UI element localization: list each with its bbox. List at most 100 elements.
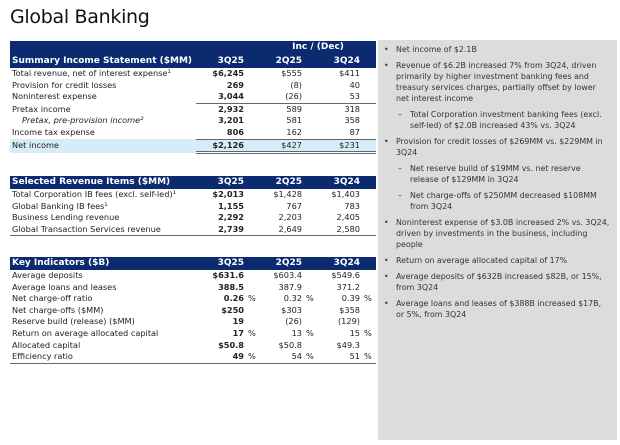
cell-value: 783 — [344, 200, 360, 211]
cell-value: (8) — [290, 79, 303, 90]
table-row: Allocated capital $50.8 $50.8 $49.3 — [10, 340, 376, 352]
cell-value: 1,155 — [218, 200, 244, 211]
bullet-item: Noninterest expense of $3.0B increased 2… — [378, 217, 617, 250]
column-header: 3Q25 — [196, 55, 246, 68]
cell-value: $427 — [260, 138, 305, 155]
bullet-item: Net charge-offs of $250MM decreased $108… — [378, 190, 617, 212]
cell-value: $1,403 — [331, 189, 360, 199]
cell-value: 2,405 — [336, 212, 360, 223]
column-header: 3Q24 — [318, 55, 363, 68]
table-row: Net charge-offs ($MM) $250 $303 $358 — [10, 305, 376, 317]
cell-value: $231 — [318, 138, 363, 155]
bullet-item: Net income of $2.1B — [378, 44, 617, 55]
unit-label — [362, 270, 376, 282]
cell-value: 3,044 — [218, 91, 244, 102]
table-row: Global Transaction Services revenue 2,739… — [10, 223, 376, 237]
row-label: Net charge-off ratio — [12, 293, 93, 304]
table-row: Net income $2,126 $427 $231 — [10, 138, 377, 155]
bullet-item: Total Corporation investment banking fee… — [378, 109, 617, 131]
cell-value: 318 — [318, 102, 363, 116]
cell-value: 269 — [226, 79, 244, 90]
column-header: 2Q25 — [260, 176, 304, 189]
highlights-panel: Net income of $2.1B Revenue of $6.2B incr… — [378, 40, 617, 440]
unit-label — [304, 316, 318, 328]
cell-value: 2,649 — [260, 223, 304, 237]
cell-value: 806 — [226, 126, 244, 137]
row-label: Income tax expense — [12, 127, 95, 138]
cell-value: $6,245 — [212, 68, 244, 78]
unit-label — [304, 340, 318, 352]
row-label: Business Lending revenue — [12, 212, 120, 223]
unit-label — [246, 316, 260, 328]
row-label: Global Transaction Services revenue — [10, 223, 196, 237]
cell-value: 19 — [232, 316, 244, 327]
cell-value: 40 — [349, 79, 361, 90]
cell-value: 358 — [344, 115, 361, 126]
revenue-items-table: Selected Revenue Items ($MM) 3Q25 2Q25 3… — [10, 176, 376, 237]
cell-value: (26) — [285, 316, 302, 327]
column-header: 3Q24 — [318, 176, 362, 189]
indicators-header-row: Key Indicators ($B) 3Q25 2Q25 3Q24 — [10, 257, 376, 270]
cell-value: 371.2 — [336, 281, 360, 292]
cell-value: 0.39 — [341, 293, 360, 304]
column-header: 3Q24 — [318, 257, 362, 270]
table-row: Global Banking IB fees¹ 1,155 767 783 — [10, 201, 376, 213]
cell-value: $2,126 — [196, 138, 246, 155]
unit-label — [246, 305, 260, 317]
unit-label — [362, 340, 376, 352]
column-header: 3Q25 — [196, 176, 246, 189]
table-row: Provision for credit losses 269 (8) 40 — [10, 80, 376, 92]
row-label: Average loans and leases — [12, 281, 117, 292]
bullet-item: Revenue of $6.2B increased 7% from 3Q24,… — [378, 60, 617, 104]
table-row: Pretax income 2,932 589 318 — [10, 102, 377, 116]
cell-value: $555 — [281, 68, 303, 78]
cell-value: $549.6 — [331, 270, 360, 280]
row-label: Total revenue, net of interest expense¹ — [12, 68, 171, 78]
cell-value: $50.8 — [278, 339, 302, 350]
table-row: Average loans and leases 388.5 387.9 371.2 — [10, 282, 376, 294]
table-row: Reserve build (release) ($MM) 19 (26) (129) — [10, 316, 376, 328]
cell-value: 2,932 — [196, 102, 246, 116]
cell-value: $303 — [281, 304, 302, 315]
unit-label: % — [364, 293, 372, 304]
revenue-header-row: Selected Revenue Items ($MM) 3Q25 2Q25 3… — [10, 176, 376, 189]
cell-value: 387.9 — [278, 281, 302, 292]
table-row: Average deposits $631.6 $603.4 $549.6 — [10, 270, 376, 282]
cell-value: 2,739 — [196, 223, 246, 237]
unit-label — [246, 340, 260, 352]
column-header: 3Q25 — [196, 257, 246, 270]
cell-value: $2,013 — [212, 189, 244, 199]
cell-value: 49 — [196, 351, 246, 364]
cell-value: 388.5 — [218, 281, 244, 292]
unit-label — [304, 270, 318, 282]
unit-label: % — [306, 327, 314, 338]
key-indicators-table: Key Indicators ($B) 3Q25 2Q25 3Q24 Avera… — [10, 257, 376, 364]
unit-label — [362, 305, 376, 317]
unit-label — [304, 282, 318, 294]
cell-value: (26) — [285, 91, 303, 102]
cell-value: $358 — [339, 304, 360, 315]
cell-value: 54 — [260, 351, 304, 364]
table-row: Income tax expense 806 162 87 — [10, 127, 376, 139]
cell-value: 2,292 — [218, 212, 244, 223]
cell-value: 53 — [349, 91, 361, 102]
row-label: Allocated capital — [12, 339, 81, 350]
cell-value: 581 — [286, 115, 303, 126]
cell-value: 162 — [286, 126, 303, 137]
table-row: Business Lending revenue 2,292 2,203 2,405 — [10, 212, 376, 224]
cell-value: $411 — [339, 68, 361, 78]
unit-label: % — [248, 327, 256, 338]
table-row: Total revenue, net of interest expense¹ $… — [10, 68, 376, 80]
table-row: Net charge-off ratio 0.26% 0.32% 0.39% — [10, 293, 376, 305]
row-label: Return on average allocated capital — [12, 327, 159, 338]
table-row: Pretax, pre-provision income² 3,201 581 358 — [10, 115, 376, 127]
bullet-item: Net reserve build of $19MM vs. net reser… — [378, 163, 617, 185]
unit-label — [362, 316, 376, 328]
bullet-item: Provision for credit losses of $269MM vs… — [378, 136, 617, 158]
row-label: Average deposits — [12, 270, 83, 280]
row-label: Noninterest expense — [12, 91, 97, 102]
table-row: Efficiency ratio 49% 54% 51% — [10, 351, 376, 364]
row-label: Provision for credit losses — [12, 79, 117, 90]
cell-value: 2,580 — [318, 223, 362, 237]
unit-label: % — [304, 351, 318, 364]
